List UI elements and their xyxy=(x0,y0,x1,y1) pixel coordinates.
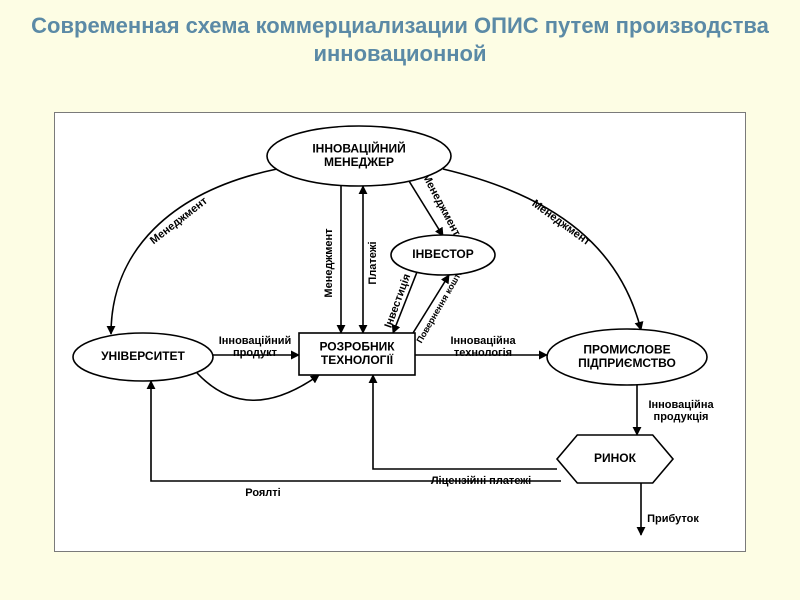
page-title: Современная схема коммерциализации ОПИС … xyxy=(0,12,800,67)
node-label-investor: ІНВЕСТОР xyxy=(412,247,473,261)
edge-label-ent-mkt: Інноваційнапродукція xyxy=(648,399,714,423)
node-label-enterprise: ПІДПРИЄМСТВО xyxy=(578,356,676,370)
edge-label-mkt-uni-roy: Роялті xyxy=(245,487,281,499)
page: Современная схема коммерциализации ОПИС … xyxy=(0,0,800,600)
edge-mkt-uni-roy xyxy=(151,381,561,481)
edge-mkt-dev-lic xyxy=(373,375,557,469)
node-label-university: УНІВЕРСИТЕТ xyxy=(101,349,185,363)
edge-label-mkt-out: Прибуток xyxy=(647,513,699,525)
edge-label-mgr-dev-m: Менеджмент xyxy=(323,228,335,298)
node-label-developer: РОЗРОБНИК xyxy=(319,339,395,353)
node-label-market: РИНОК xyxy=(594,451,637,465)
node-market: РИНОК xyxy=(557,435,673,483)
svg-text:продукція: продукція xyxy=(654,411,709,423)
edge-label-dev-ent: Інноваційнатехнологія xyxy=(450,335,516,359)
node-manager: ІННОВАЦІЙНИЙМЕНЕДЖЕР xyxy=(267,126,451,186)
svg-text:Інноваційна: Інноваційна xyxy=(450,335,516,347)
svg-text:продукт: продукт xyxy=(233,347,278,359)
node-enterprise: ПРОМИСЛОВЕПІДПРИЄМСТВО xyxy=(547,329,707,385)
node-university: УНІВЕРСИТЕТ xyxy=(73,333,213,381)
edge-label-mgr-inv: Менеджмент xyxy=(420,172,463,239)
node-label-manager: МЕНЕДЖЕР xyxy=(324,155,394,169)
edge-label-dev-inv-ret: Повернення коштів xyxy=(414,264,466,345)
diagram-frame: Менеджмент Менеджмент Менеджмент Менеджмент… xyxy=(54,112,746,552)
diagram-svg: Менеджмент Менеджмент Менеджмент Менеджмент… xyxy=(55,113,747,553)
svg-text:Інноваційний: Інноваційний xyxy=(219,335,292,347)
edge-label-mgr-uni: Менеджмент xyxy=(148,195,210,247)
edge-mgr-uni xyxy=(111,169,277,334)
node-label-developer: ТЕХНОЛОГІЇ xyxy=(321,352,394,367)
svg-text:Інноваційна: Інноваційна xyxy=(648,399,714,411)
node-label-enterprise: ПРОМИСЛОВЕ xyxy=(583,342,670,356)
node-investor: ІНВЕСТОР xyxy=(391,235,495,275)
edge-label-dev-mgr-p: Платежі xyxy=(367,241,379,284)
node-label-manager: ІННОВАЦІЙНИЙ xyxy=(312,140,405,155)
svg-text:технологія: технологія xyxy=(454,347,512,359)
node-developer: РОЗРОБНИКТЕХНОЛОГІЇ xyxy=(299,333,415,375)
edge-uni-dev-back xyxy=(197,373,319,400)
edge-label-mgr-ent: Менеджмент xyxy=(530,198,593,249)
